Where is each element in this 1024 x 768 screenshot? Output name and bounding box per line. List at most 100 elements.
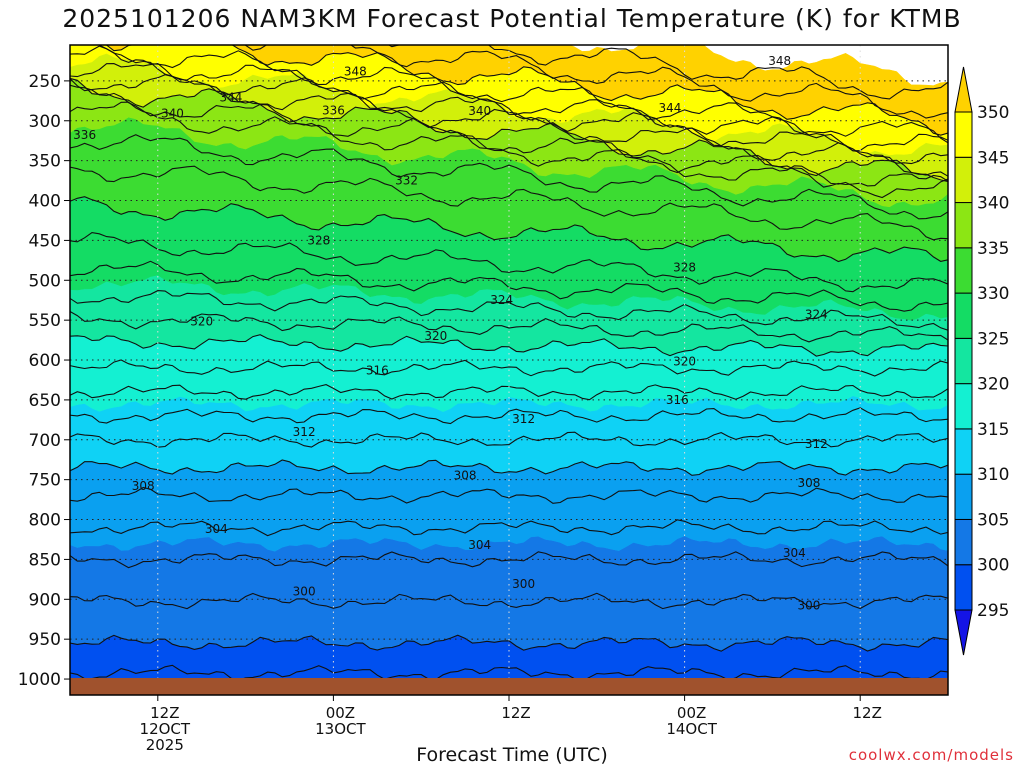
ground-bar <box>70 678 948 695</box>
contour-label-312: 312 <box>293 425 316 439</box>
x-tick-label: 00Z <box>326 704 355 722</box>
x-tick-label: 12Z <box>150 704 179 722</box>
isentrope-310 <box>70 459 948 476</box>
y-tick-label-650: 650 <box>29 391 61 411</box>
y-tick-label-350: 350 <box>29 152 61 172</box>
colorbar-swatch-300-305 <box>954 518 973 566</box>
y-tick-label-250: 250 <box>29 72 61 92</box>
colorbar-label-330: 330 <box>977 284 1009 304</box>
contour-label-336: 336 <box>73 128 96 142</box>
contour-labels: 348 348 344 344 340 340 336 336 332 328 328 324 324 3… <box>73 54 828 613</box>
y-axis: 250 300 350 400 450 500 550 600 650 700 750 800 850 9… <box>18 72 70 690</box>
colorbar-label-350: 350 <box>977 103 1009 123</box>
y-tick-label-950: 950 <box>29 630 61 650</box>
colorbar-swatch-295-300 <box>954 564 973 611</box>
contour-label-332: 332 <box>395 174 418 188</box>
isentrope-332 <box>70 165 948 241</box>
contour-label-308: 308 <box>132 479 155 493</box>
isentrope-346 <box>70 45 948 152</box>
isentrope-308 <box>70 486 948 504</box>
contour-label-340: 340 <box>468 104 491 118</box>
contour-label-300: 300 <box>512 577 535 591</box>
y-tick-label-500: 500 <box>29 271 61 291</box>
colorbar-min-arrow <box>954 609 973 656</box>
y-tick-label-400: 400 <box>29 192 61 212</box>
isentrope-350 <box>105 45 948 136</box>
isentrope-304 <box>70 551 948 569</box>
colorbar-swatch-330-335 <box>954 247 973 294</box>
colorbar-max-arrow <box>954 66 973 113</box>
isentrope-312 <box>70 431 948 448</box>
contour-label-304: 304 <box>468 538 491 552</box>
contour-label-308: 308 <box>454 469 477 483</box>
y-tick-label-900: 900 <box>29 590 61 610</box>
x-tick-label: 12Z <box>853 704 882 722</box>
colorbar-swatch-345-350 <box>954 111 973 158</box>
chart-title: 2025101206 NAM3KM Forecast Potential Tem… <box>62 4 962 33</box>
contour-label-320: 320 <box>424 329 447 343</box>
y-tick-label-1000: 1000 <box>18 670 61 690</box>
y-tick-label-300: 300 <box>29 112 61 132</box>
contour-label-344: 344 <box>659 101 682 115</box>
contour-label-324: 324 <box>490 293 513 307</box>
contour-label-300: 300 <box>293 584 316 598</box>
x-tick-label: 00Z <box>677 704 706 722</box>
colorbar-swatch-340-345 <box>954 156 973 204</box>
colorbar-swatch-310-315 <box>954 428 973 475</box>
isentrope-306 <box>70 519 948 537</box>
isentrope-338 <box>70 84 948 188</box>
colorbar-label-335: 335 <box>977 239 1009 259</box>
contour-label-312: 312 <box>512 412 535 426</box>
isentrope-300 <box>70 634 948 652</box>
isentrope-348 <box>98 45 948 144</box>
y-tick-label-750: 750 <box>29 471 61 491</box>
colorbar-label-325: 325 <box>977 329 1009 349</box>
contour-label-328: 328 <box>673 261 696 275</box>
contour-label-304: 304 <box>783 546 806 560</box>
isentrope-298 <box>70 664 948 678</box>
x-tick-label: 12OCT <box>140 720 191 738</box>
y-tick-label-850: 850 <box>29 550 61 570</box>
x-tick-label: 14OCT <box>666 720 717 738</box>
colorbar-label-310: 310 <box>977 465 1009 485</box>
contour-label-324: 324 <box>805 308 828 322</box>
contour-label-312: 312 <box>805 437 828 451</box>
band-305-310 <box>70 459 948 552</box>
isentrope-314 <box>70 407 948 425</box>
colorbar-swatch-320-325 <box>954 337 973 385</box>
contour-label-316: 316 <box>666 393 689 407</box>
contour-label-308: 308 <box>798 476 821 490</box>
colorbar: 295 300 305 310 315 320 325 330 335 340 345 350 <box>954 66 1009 656</box>
contour-label-348: 348 <box>344 64 367 78</box>
contour-label-320: 320 <box>673 355 696 369</box>
isentrope-320 <box>70 334 948 357</box>
x-tick-label: 12Z <box>501 704 530 722</box>
isentrope-324 <box>70 290 948 331</box>
y-tick-label-800: 800 <box>29 511 61 531</box>
colorbar-label-300: 300 <box>977 556 1009 576</box>
colorbar-swatch-325-330 <box>954 292 973 339</box>
x-axis-title: Forecast Time (UTC) <box>416 744 608 766</box>
isentrope-322 <box>70 311 948 343</box>
contour-label-316: 316 <box>366 363 389 377</box>
credit-link[interactable]: coolwx.com/models <box>848 746 1014 764</box>
isentrope-336 <box>70 101 948 199</box>
contour-label-336: 336 <box>322 103 345 117</box>
x-tick-label: 13OCT <box>315 720 366 738</box>
colorbar-label-315: 315 <box>977 420 1009 440</box>
y-tick-label-600: 600 <box>29 351 61 371</box>
contour-label-328: 328 <box>307 233 330 247</box>
contour-label-300: 300 <box>798 599 821 613</box>
colorbar-swatch-305-310 <box>954 473 973 520</box>
y-tick-label-700: 700 <box>29 431 61 451</box>
colorbar-label-295: 295 <box>977 601 1009 621</box>
colorbar-label-340: 340 <box>977 194 1009 214</box>
isentrope-layer <box>70 45 948 678</box>
colorbar-swatch-335-340 <box>954 202 973 249</box>
colorbar-label-345: 345 <box>977 148 1009 168</box>
y-tick-label-450: 450 <box>29 231 61 251</box>
colorbar-swatch-315-320 <box>954 383 973 430</box>
contour-label-320: 320 <box>190 315 213 329</box>
contour-label-348: 348 <box>768 54 791 68</box>
